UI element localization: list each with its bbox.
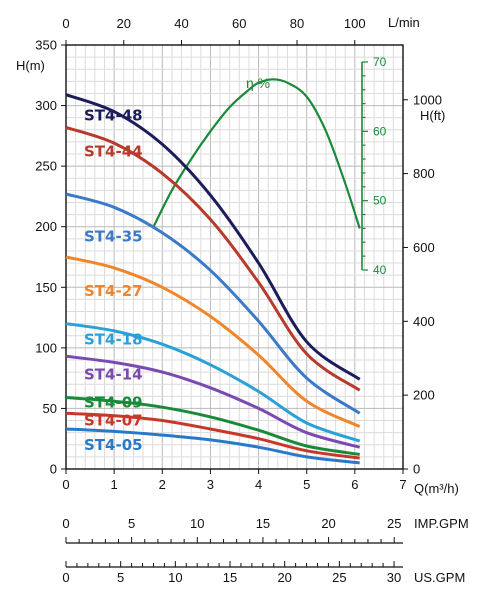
us-gpm-scale-label: US.GPM [414, 570, 465, 585]
x-top-tick-label: 80 [290, 16, 304, 31]
gpm-scales: IMP.GPM US.GPM 0 5 10 15 20 25 0 5 10 15 20 25 30 [62, 516, 468, 585]
x-top-tick-label: 20 [117, 16, 131, 31]
y-right-tick-label: 0 [413, 462, 420, 477]
x-bottom-tick-label: 6 [351, 477, 358, 492]
gpm-scale-tick-label: 30 [387, 570, 401, 585]
series-label-st4-14: ST4-14 [84, 366, 143, 384]
y-left-tick-label: 350 [35, 38, 57, 53]
efficiency-tick-label: 40 [373, 263, 387, 277]
x-top-tick-label: 60 [232, 16, 246, 31]
head-curve-st4-48 [65, 93, 361, 381]
gpm-scale-tick-label: 20 [277, 570, 291, 585]
head-curve-st4-07 [65, 411, 360, 460]
gpm-scale-tick-label: 0 [62, 516, 69, 531]
efficiency-tick-label: 50 [373, 194, 387, 208]
head-curve-st4-14 [65, 354, 361, 449]
series-label-st4-35: ST4-35 [84, 227, 143, 245]
x-bottom-tick-label: 0 [62, 477, 69, 492]
bottom-axis-unit-label: Q(m³/h) [414, 481, 459, 496]
y-left-tick-label: 150 [35, 280, 57, 295]
series-label-st4-27: ST4-27 [84, 282, 143, 300]
head-curve-st4-18 [65, 322, 361, 443]
x-top-tick-label: 100 [344, 16, 366, 31]
y-right-tick-label: 1000 [413, 92, 442, 107]
y-right-tick-label: 200 [413, 388, 435, 403]
x-bottom-tick-label: 3 [207, 477, 214, 492]
right-axis-unit-label: H(ft) [420, 108, 445, 123]
y-left-tick-label: 0 [50, 462, 57, 477]
x-top-tick-label: 0 [62, 16, 69, 31]
head-curve-st4-27 [65, 255, 361, 428]
x-bottom-tick-label: 2 [159, 477, 166, 492]
y-right-tick-label: 800 [413, 166, 435, 181]
series-label-st4-07: ST4-07 [84, 412, 143, 430]
x-bottom-tick-label: 1 [111, 477, 118, 492]
gpm-scale-tick-label: 10 [190, 516, 204, 531]
x-bottom-tick-label: 4 [255, 477, 262, 492]
gpm-scale-tick-label: 15 [256, 516, 270, 531]
series-label-st4-44: ST4-44 [84, 143, 143, 161]
head-curves: ST4-48 ST4-44 ST4-35 ST4-27 ST4-18 ST4-14 ST4-… [65, 93, 361, 465]
head-curve-st4-09 [65, 396, 360, 456]
gpm-scale-tick-label: 15 [223, 570, 237, 585]
gpm-scale-tick-label: 5 [128, 516, 135, 531]
axes: L/min H(m) H(ft) Q(m³/h) 0 1 2 3 4 5 6 70 20 40 60… [16, 15, 459, 496]
gpm-scale-tick-label: 0 [62, 570, 69, 585]
gpm-scale-tick-label: 25 [387, 516, 401, 531]
gpm-scale-tick-label: 20 [321, 516, 335, 531]
head-curve-st4-44 [65, 125, 361, 392]
series-label-st4-05: ST4-05 [84, 436, 143, 454]
gpm-scale-tick-label: 5 [117, 570, 124, 585]
head-curve-st4-35 [65, 192, 361, 415]
efficiency-tick-label: 60 [373, 124, 387, 138]
efficiency-curve [151, 78, 361, 229]
gpm-scale-tick-label: 25 [332, 570, 346, 585]
x-bottom-tick-label: 5 [303, 477, 310, 492]
efficiency-tick-label: 70 [373, 55, 387, 69]
series-label-st4-09: ST4-09 [84, 393, 143, 411]
left-axis-unit-label: H(m) [16, 58, 45, 73]
gpm-scale-tick-label: 10 [168, 570, 182, 585]
top-axis-unit-label: L/min [388, 15, 420, 30]
head-curve-st4-05 [65, 427, 360, 465]
y-left-tick-label: 200 [35, 219, 57, 234]
y-left-tick-label: 300 [35, 98, 57, 113]
y-right-tick-label: 600 [413, 240, 435, 255]
y-left-tick-label: 50 [43, 401, 57, 416]
x-top-tick-label: 40 [174, 16, 188, 31]
series-label-st4-18: ST4-18 [84, 330, 143, 348]
x-bottom-tick-label: 7 [399, 477, 406, 492]
y-left-tick-label: 250 [35, 159, 57, 174]
y-left-tick-label: 100 [35, 340, 57, 355]
y-right-tick-label: 400 [413, 314, 435, 329]
series-label-st4-48: ST4-48 [84, 106, 143, 124]
imp-gpm-scale-label: IMP.GPM [414, 516, 469, 531]
